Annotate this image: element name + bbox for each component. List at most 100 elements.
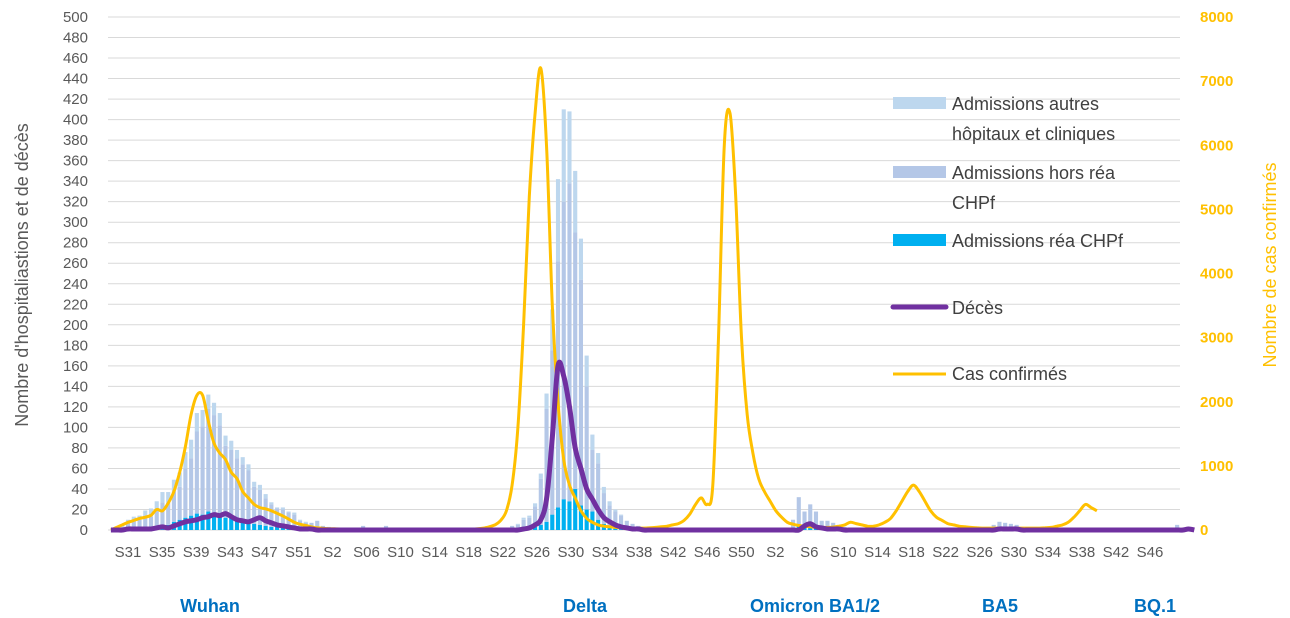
bar-autres	[194, 413, 199, 432]
bar-autres	[292, 512, 297, 515]
bar-hors-rea	[802, 511, 807, 527]
y-tick-label: 400	[63, 112, 88, 129]
bar-autres	[131, 516, 136, 520]
y-tick-label: 260	[63, 255, 88, 272]
x-tick-label: S26	[966, 544, 993, 561]
bar-autres	[177, 472, 182, 487]
line-series	[110, 66, 1195, 533]
bar-autres	[544, 393, 549, 409]
bar-hors-rea	[269, 504, 274, 527]
bar-rea	[808, 526, 813, 530]
bar-autres	[567, 111, 572, 184]
wave-label-omicron: Omicron BA1/2	[750, 596, 880, 616]
x-tick-label: S2	[766, 544, 784, 561]
bar-hors-rea	[189, 458, 194, 516]
bar-autres	[303, 521, 308, 523]
bar-autres	[160, 492, 165, 503]
bar-autres	[217, 413, 222, 426]
bar-rea	[561, 499, 566, 530]
y-tick-label: 340	[63, 173, 88, 190]
bar-autres	[533, 503, 538, 507]
bar-rea	[234, 519, 240, 530]
line-cas-confirmes	[110, 66, 1098, 532]
bar-hors-rea	[217, 425, 222, 516]
bar-hors-rea	[126, 522, 131, 529]
legend-label-autres-2: hôpitaux et cliniques	[952, 124, 1115, 144]
bar-autres	[211, 402, 217, 416]
y-tick-label: 480	[63, 30, 88, 47]
bar-hors-rea	[234, 458, 240, 520]
bar-autres	[275, 507, 280, 509]
legend-label-hors-rea-1: Admissions hors réa	[952, 163, 1116, 183]
bar-rea	[578, 505, 584, 530]
bar-autres	[619, 514, 624, 516]
bar-hors-rea	[578, 279, 584, 506]
y-right-tick-label: 0	[1200, 522, 1208, 539]
legend-label-rea: Admissions réa CHPf	[952, 231, 1124, 251]
legend: Admissions autres hôpitaux et cliniques …	[890, 94, 1124, 384]
bar-autres	[573, 170, 578, 233]
bar-hors-rea	[211, 415, 217, 514]
bar-rea	[200, 514, 205, 530]
bar-hors-rea	[584, 386, 589, 510]
bar-autres	[613, 509, 618, 512]
bar-autres	[183, 452, 188, 469]
y-tick-label: 300	[63, 214, 88, 231]
bar-autres	[286, 511, 291, 513]
wave-label-wuhan: Wuhan	[180, 596, 240, 616]
bar-autres	[257, 484, 262, 490]
bar-hors-rea	[143, 515, 148, 527]
right-axis-ticks: 0 1000 2000 3000 4000 5000 6000 7000 8000	[1200, 9, 1233, 539]
y-tick-label: 20	[71, 501, 88, 518]
bar-hors-rea	[561, 201, 566, 500]
bar-autres	[515, 523, 520, 525]
bar-autres	[555, 179, 561, 262]
bar-rea	[538, 524, 543, 530]
bar-autres	[148, 508, 154, 517]
x-tick-label: S31	[115, 544, 142, 561]
left-axis-ticks: 0 20 40 60 80 100 120 140 160 180 200 220 240 260 280 3…	[63, 9, 88, 539]
bar-rea	[269, 526, 274, 530]
bar-rea	[211, 513, 217, 530]
bar-autres	[223, 435, 228, 446]
bar-rea	[252, 523, 257, 530]
bar-hors-rea	[808, 504, 813, 527]
y-tick-label: 240	[63, 276, 88, 293]
bar-hors-rea	[819, 520, 824, 529]
right-axis-label: Nombre de cas confirmés	[1260, 162, 1280, 367]
legend-label-cas: Cas confirmés	[952, 364, 1067, 384]
bar-hors-rea	[527, 517, 532, 528]
bar-hors-rea	[194, 431, 199, 514]
bar-autres	[561, 109, 566, 202]
y-tick-label: 40	[71, 481, 88, 498]
x-tick-label: S2	[323, 544, 341, 561]
bar-hors-rea	[997, 521, 1002, 529]
bar-hors-rea	[280, 509, 285, 528]
bar-autres	[171, 479, 176, 493]
legend-swatch-rea	[893, 234, 946, 246]
bar-hors-rea	[315, 520, 320, 529]
bar-autres	[584, 355, 589, 387]
bar-autres	[189, 439, 194, 459]
bar-autres	[154, 501, 159, 510]
x-tick-label: S22	[932, 544, 959, 561]
bar-hors-rea	[619, 515, 624, 528]
bar-rea	[573, 488, 578, 530]
y-tick-label: 60	[71, 460, 88, 477]
x-tick-label: S47	[251, 544, 278, 561]
x-tick-label: S14	[864, 544, 891, 561]
y-tick-label: 180	[63, 337, 88, 354]
bar-autres	[263, 494, 268, 499]
bar-hors-rea	[206, 408, 211, 512]
bar-autres	[166, 492, 171, 503]
legend-label-deces: Décès	[952, 298, 1003, 318]
bar-hors-rea	[607, 505, 612, 526]
bar-rea	[280, 527, 285, 530]
bar-autres	[590, 434, 595, 450]
y-tick-label: 0	[80, 522, 88, 539]
x-tick-label: S43	[217, 544, 244, 561]
bar-hors-rea	[1008, 523, 1013, 529]
bar-hors-rea	[200, 426, 205, 515]
bar-hors-rea	[1003, 522, 1008, 529]
bar-autres	[280, 507, 285, 510]
